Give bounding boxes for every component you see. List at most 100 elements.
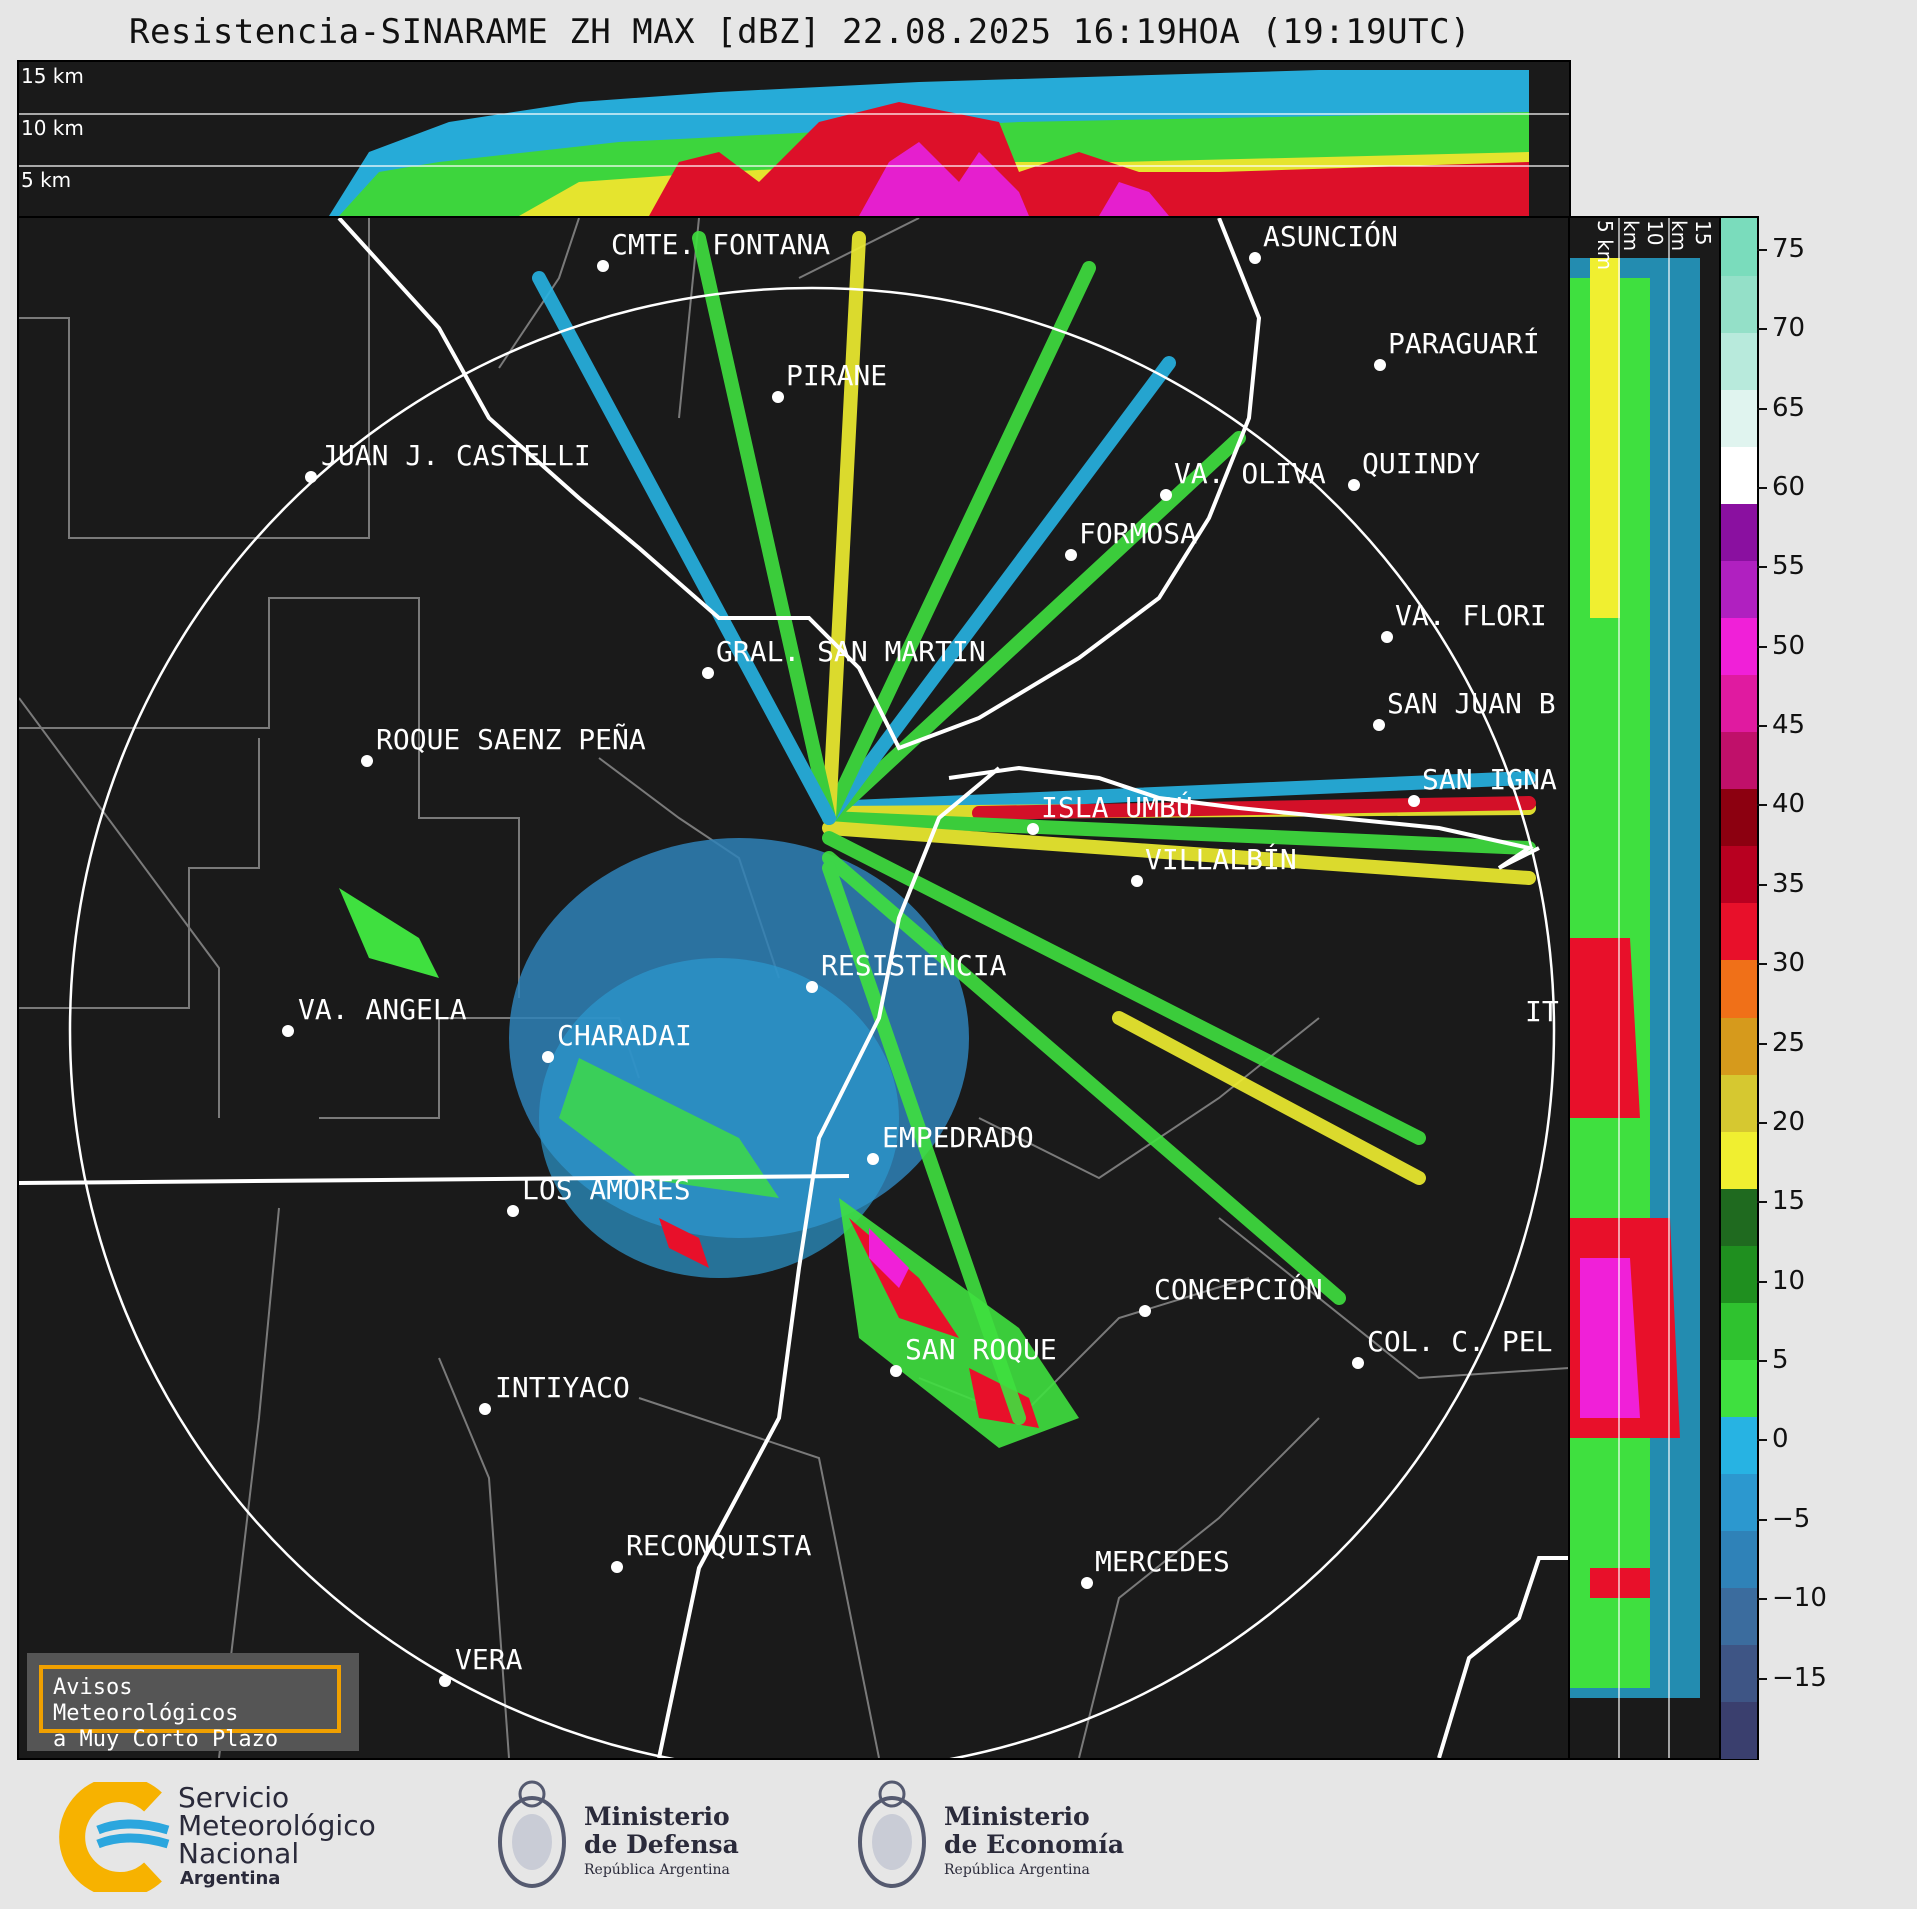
colorbar-tick-label: 40 (1772, 789, 1806, 820)
city-dot (282, 1025, 294, 1037)
city-label-concepcion: CONCEPCIÓN (1154, 1273, 1323, 1306)
colorbar-segment (1721, 560, 1757, 619)
radial-rays (532, 231, 1536, 1425)
colorbar-segment (1721, 731, 1757, 790)
colorbar-tick-label: 5 (1772, 1345, 1789, 1376)
xsec-top-echo-magenta (859, 142, 1029, 216)
city-label-resistencia: RESISTENCIA (821, 949, 1007, 982)
city-label-va-angela: VA. ANGELA (298, 993, 467, 1026)
ray (822, 811, 1536, 855)
chart-title: Resistencia-SINARAME ZH MAX [dBZ] 22.08.… (128, 12, 1472, 52)
ray (822, 231, 866, 825)
colorbar-tick-label: 25 (1772, 1027, 1806, 1058)
colorbar-tick (1757, 1518, 1767, 1521)
city-label-reconquista: RECONQUISTA (626, 1529, 812, 1562)
colorbar-segment (1721, 218, 1757, 277)
colorbar-segment (1721, 1643, 1757, 1702)
city-label-san-igna: SAN IGNA (1422, 763, 1557, 796)
boundary-line (1078, 1417, 1320, 1758)
ray (692, 231, 836, 825)
city-dot (1027, 823, 1039, 835)
colorbar-segment (1721, 503, 1757, 562)
boundary-line (218, 1207, 280, 1758)
colorbar-tick (1757, 883, 1767, 886)
colorbar-tick (1757, 566, 1767, 569)
ray (822, 771, 1536, 815)
colorbar-segment (1721, 845, 1757, 904)
colorbar-tick-label: −5 (1772, 1503, 1811, 1534)
xsec-side-echo-red-3 (1590, 1568, 1650, 1598)
aviso-line-1: Avisos Meteorológicos (53, 1675, 239, 1726)
city-label-paraguari: PARAGUARÍ (1388, 327, 1540, 360)
top-cross-section: 15 km 10 km 5 km (17, 60, 1571, 218)
city-dot (1381, 631, 1393, 643)
side-cross-section-graphic (1570, 218, 1700, 1758)
colorbar-tick-label: 10 (1772, 1265, 1806, 1296)
city-dot (1408, 795, 1420, 807)
colorbar-tick (1757, 645, 1767, 648)
boundary-line (498, 218, 580, 369)
radar-map: CMTE. FONTANA ASUNCIÓN PIRANE PARAGUARÍ … (17, 216, 1571, 1760)
ray (822, 431, 1246, 825)
colorbar-segment (1721, 959, 1757, 1018)
city-dot (1139, 1305, 1151, 1317)
defensa-line-2: de Defensa (584, 1830, 739, 1859)
city-label-quiindy: QUIINDY (1362, 447, 1481, 480)
colorbar-tick (1757, 963, 1767, 966)
boundary-line (19, 597, 520, 998)
aviso-panel: Avisos Meteorológicos a Muy Corto Plazo (27, 1653, 359, 1752)
boundary-line (1218, 1217, 1569, 1380)
aviso-line-2: a Muy Corto Plazo (53, 1727, 279, 1752)
city-label-mercedes: MERCEDES (1095, 1545, 1230, 1578)
city-dot (507, 1205, 519, 1217)
city-label-asuncion: ASUNCIÓN (1263, 220, 1398, 253)
city-dot (1131, 875, 1143, 887)
colorbar-tick (1757, 248, 1767, 251)
colorbar-tick (1757, 1598, 1767, 1601)
altitude-label-15km-vertical: 15 km (1667, 220, 1715, 252)
colorbar-segment (1721, 1586, 1757, 1645)
colorbar-segment (1721, 1244, 1757, 1303)
city-dot (772, 391, 784, 403)
colorbar-tick (1757, 328, 1767, 331)
city-dot (439, 1675, 451, 1687)
colorbar-tick-label: 65 (1772, 392, 1806, 423)
economia-line-1: Ministerio (944, 1802, 1090, 1831)
city-dot (890, 1365, 902, 1377)
aviso-link[interactable]: Avisos Meteorológicos a Muy Corto Plazo (39, 1665, 341, 1752)
city-dot (806, 981, 818, 993)
ray (532, 271, 836, 825)
xsec-side-echo-red (1570, 938, 1640, 1118)
border-line (337, 218, 1262, 751)
border-line (19, 1174, 850, 1185)
city-dot (1081, 1577, 1093, 1589)
colorbar-segment (1721, 1358, 1757, 1417)
colorbar-tick-label: 20 (1772, 1106, 1806, 1137)
coat-of-arms-oval (858, 1796, 926, 1888)
colorbar-segment (1721, 446, 1757, 505)
boundary-line (19, 738, 260, 1009)
side-cross-section: 5 km 10 km 15 km (1568, 216, 1722, 1760)
ray (822, 261, 1096, 825)
colorbar-segment (1721, 674, 1757, 733)
colorbar-tick-label: 50 (1772, 630, 1806, 661)
echo-red-west (659, 1218, 709, 1268)
smn-logo-mark (59, 1782, 170, 1892)
city-dot (611, 1561, 623, 1573)
colorbar-segment (1721, 1529, 1757, 1588)
colorbar-tick (1757, 1121, 1767, 1124)
city-dot (1348, 479, 1360, 491)
boundary-line (438, 1357, 510, 1758)
colorbar-tick-label: 55 (1772, 551, 1806, 582)
city-label-va-flori: VA. FLORI (1395, 599, 1547, 632)
colorbar (1719, 216, 1759, 1760)
boundary-line (638, 1397, 880, 1758)
colorbar-segment (1721, 902, 1757, 961)
economia-logo: Ministerio de Economía República Argenti… (852, 1772, 1132, 1902)
boundary-line (19, 697, 220, 1118)
defensa-line-3: República Argentina (584, 1862, 730, 1878)
city-label-gral-san-martin: GRAL. SAN MARTIN (716, 635, 986, 668)
city-label-isla-umbu: ISLA UMBÚ (1041, 791, 1193, 824)
border-line (1437, 1556, 1569, 1758)
colorbar-segment (1721, 275, 1757, 334)
